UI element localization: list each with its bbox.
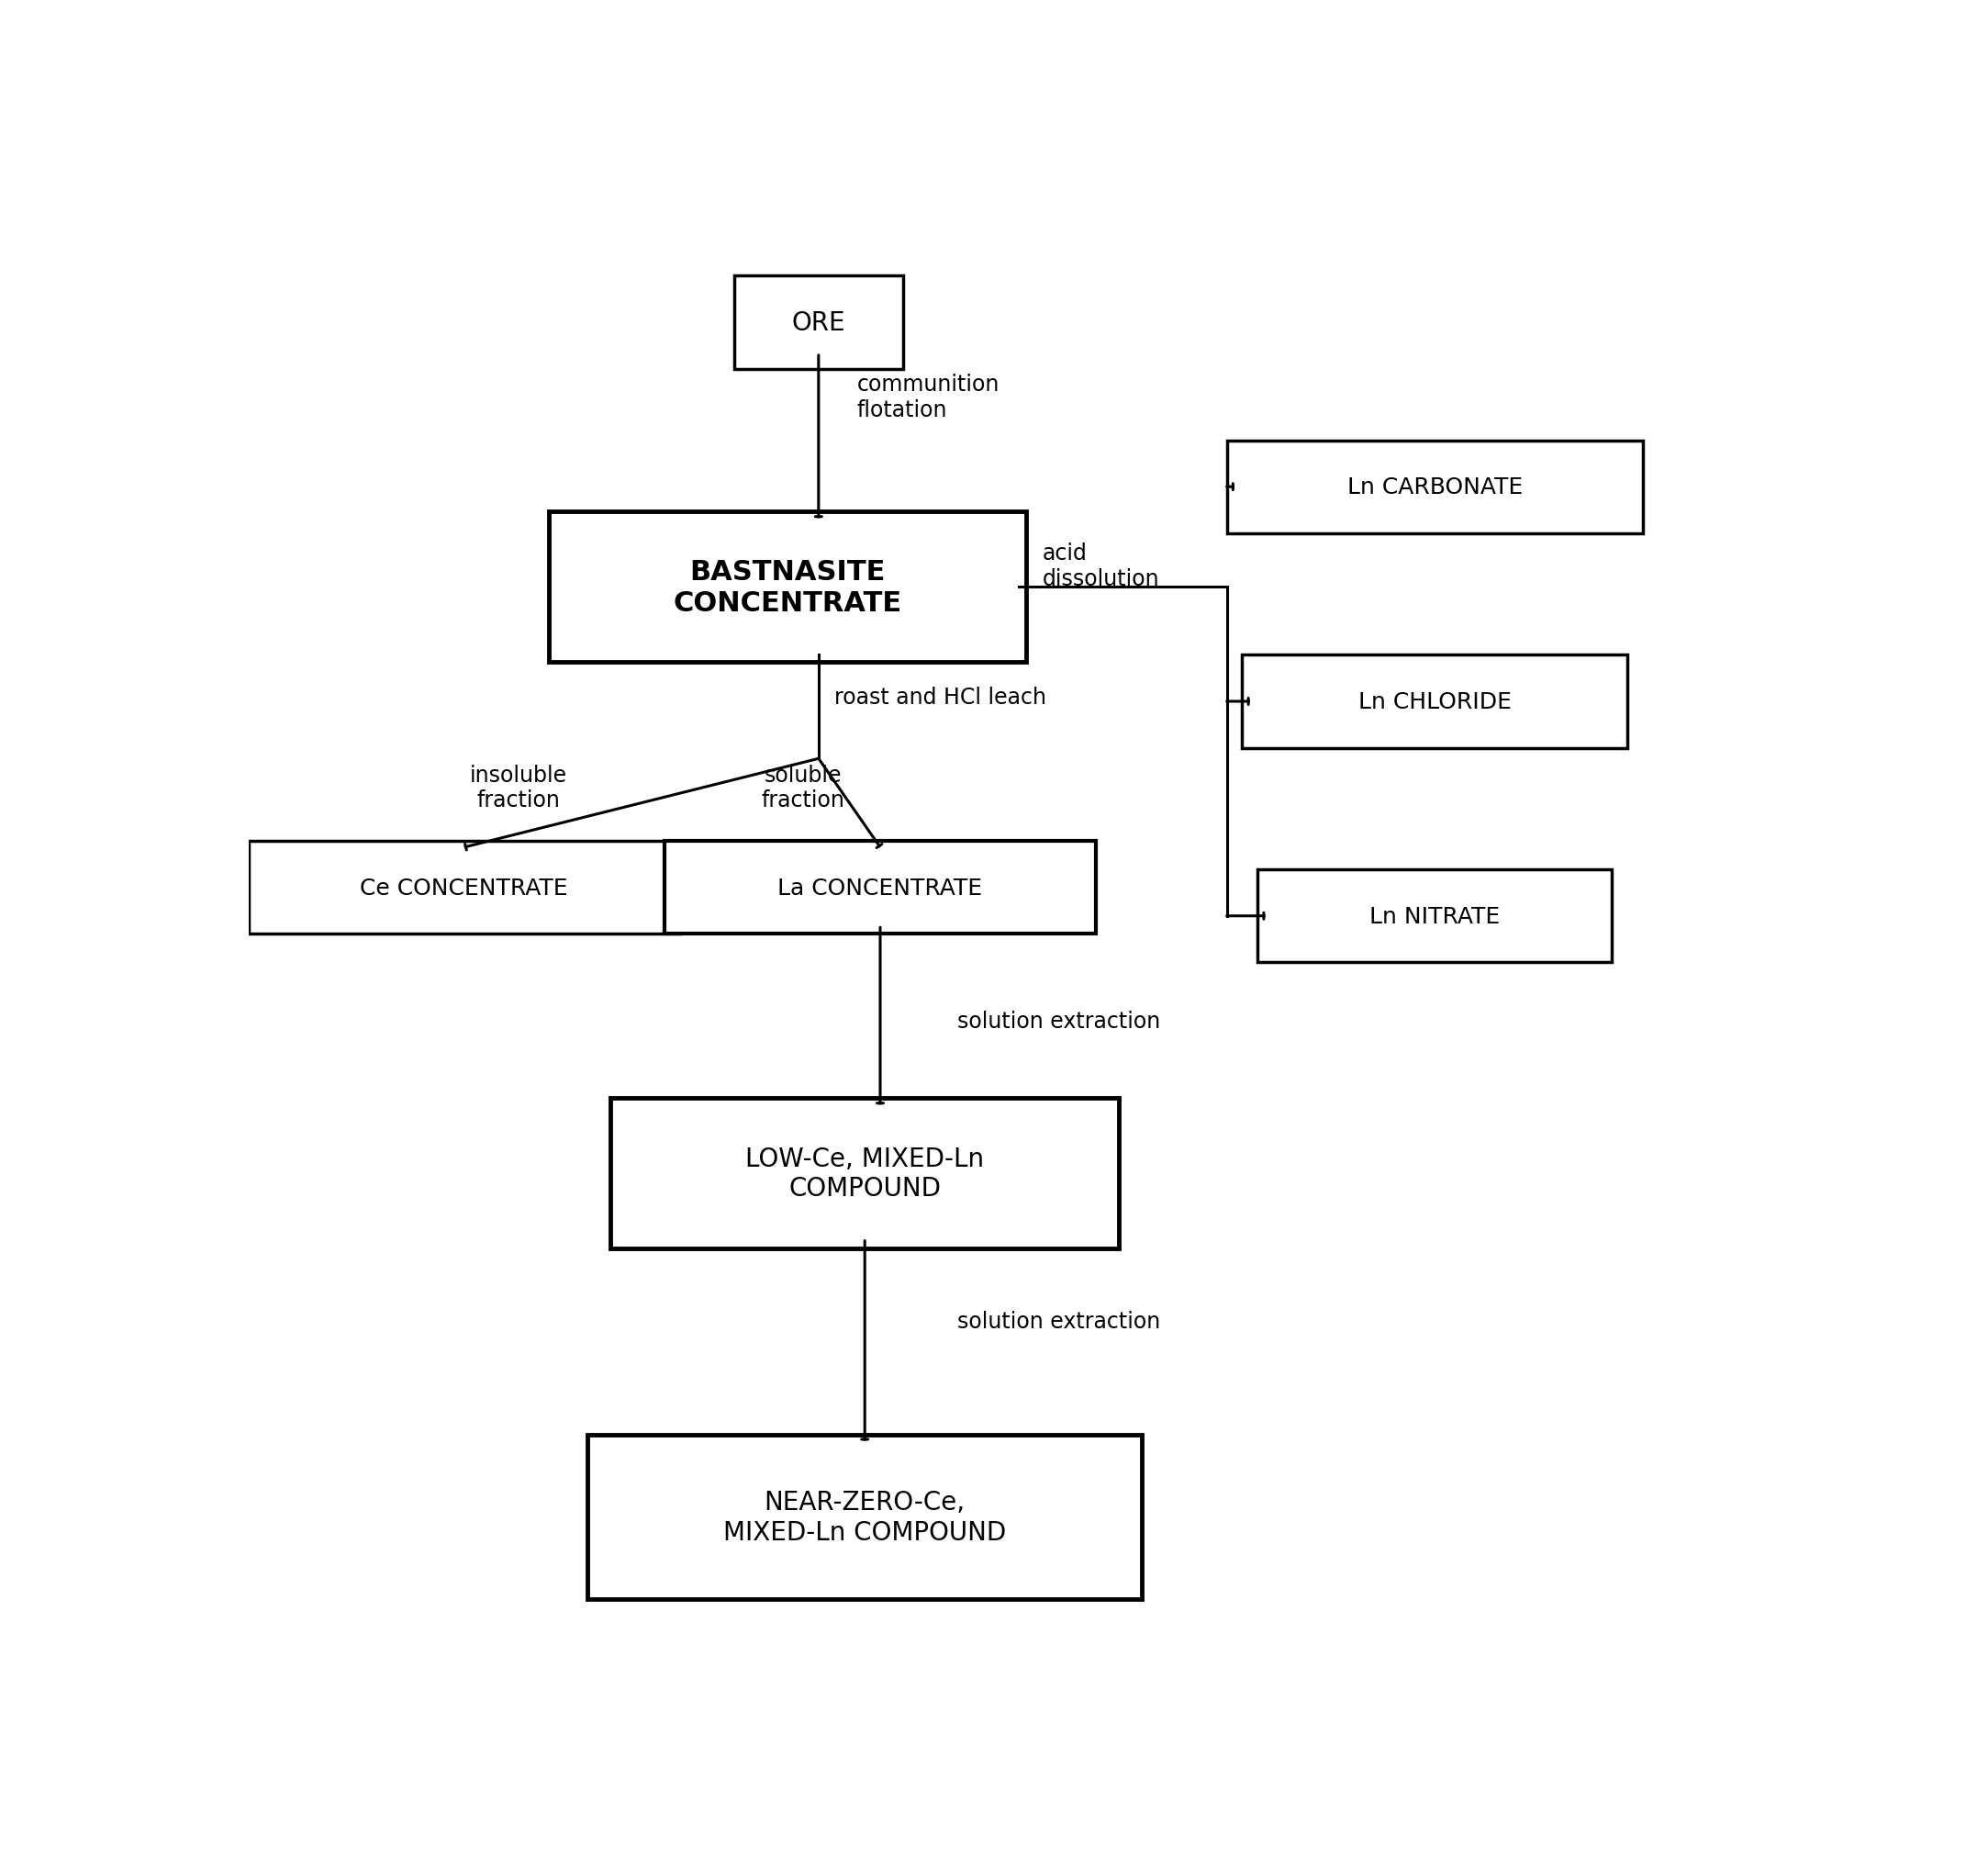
Text: BASTNASITE
CONCENTRATE: BASTNASITE CONCENTRATE	[674, 559, 903, 617]
Text: LOW-Ce, MIXED-Ln
COMPOUND: LOW-Ce, MIXED-Ln COMPOUND	[746, 1146, 984, 1201]
Text: communition
flotation: communition flotation	[857, 373, 1000, 422]
Text: ORE: ORE	[791, 310, 845, 336]
Text: Ln CHLORIDE: Ln CHLORIDE	[1358, 691, 1511, 713]
Text: soluble
fraction: soluble fraction	[761, 763, 845, 812]
FancyBboxPatch shape	[1242, 656, 1628, 748]
Text: Ce CONCENTRATE: Ce CONCENTRATE	[360, 877, 569, 899]
FancyBboxPatch shape	[734, 277, 903, 370]
Text: La CONCENTRATE: La CONCENTRATE	[777, 877, 982, 899]
Text: solution extraction: solution extraction	[958, 1010, 1161, 1032]
FancyBboxPatch shape	[1227, 440, 1642, 533]
Text: Ln NITRATE: Ln NITRATE	[1370, 906, 1501, 927]
Text: NEAR-ZERO-Ce,
MIXED-Ln COMPOUND: NEAR-ZERO-Ce, MIXED-Ln COMPOUND	[724, 1489, 1006, 1545]
FancyBboxPatch shape	[588, 1435, 1141, 1599]
Text: acid
dissolution: acid dissolution	[1042, 542, 1159, 591]
FancyBboxPatch shape	[1258, 869, 1612, 962]
Text: insoluble
fraction: insoluble fraction	[469, 763, 567, 812]
FancyBboxPatch shape	[610, 1099, 1119, 1248]
FancyBboxPatch shape	[549, 513, 1026, 663]
Text: solution extraction: solution extraction	[958, 1309, 1161, 1331]
FancyBboxPatch shape	[248, 841, 680, 934]
Text: Ln CARBONATE: Ln CARBONATE	[1348, 477, 1523, 498]
FancyBboxPatch shape	[664, 841, 1095, 934]
Text: roast and HCl leach: roast and HCl leach	[835, 687, 1046, 709]
